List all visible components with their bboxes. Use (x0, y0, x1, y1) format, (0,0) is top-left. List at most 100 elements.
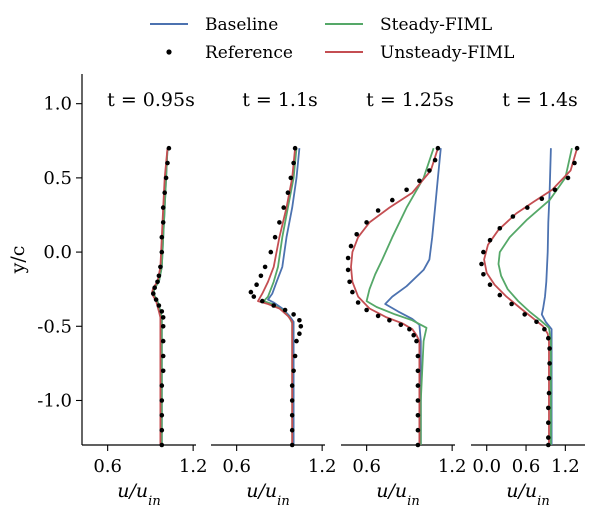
reference-point (272, 234, 278, 240)
legend-swatch-reference (166, 49, 172, 55)
series-line-steady (497, 148, 573, 445)
reference-point (289, 413, 295, 418)
reference-point (254, 282, 259, 288)
series-line-baseline (267, 148, 301, 445)
reference-point (297, 331, 302, 337)
reference-point (153, 297, 159, 302)
reference-point (375, 313, 381, 319)
reference-point (345, 255, 351, 261)
x-axis-label: u/uin (246, 480, 289, 509)
reference-point (364, 220, 369, 225)
reference-point (547, 346, 552, 351)
reference-point (417, 178, 422, 184)
x-tick-label: 1.2 (179, 456, 208, 477)
series-line-steady (365, 147, 435, 445)
reference-point (160, 205, 166, 210)
series-line-unsteady (483, 147, 578, 445)
reference-point (427, 168, 432, 173)
reference-point (497, 292, 503, 298)
reference-point (159, 442, 165, 448)
x-tick-label: 0.0 (472, 456, 501, 477)
reference-point (159, 398, 165, 403)
reference-point (159, 309, 165, 314)
reference-point (432, 157, 438, 163)
y-tick-label: -0.5 (37, 316, 72, 337)
reference-point (345, 267, 351, 273)
series-line-baseline (384, 148, 442, 445)
reference-point (565, 175, 571, 181)
reference-point (163, 175, 169, 181)
reference-point (415, 427, 421, 433)
reference-point (546, 375, 552, 381)
legend-label-unsteady: Unsteady-FIML (380, 43, 514, 63)
x-tick-label: 1.2 (438, 456, 467, 477)
legend-label-baseline: Baseline (205, 15, 278, 35)
reference-point (260, 298, 265, 304)
reference-point (398, 322, 404, 328)
x-axis-label: u/uin (506, 480, 549, 509)
reference-point (160, 315, 166, 320)
reference-point (151, 291, 156, 296)
reference-point (289, 383, 295, 388)
reference-point (546, 442, 551, 448)
reference-point (251, 294, 257, 299)
reference-point (546, 335, 551, 341)
reference-point (487, 237, 493, 243)
reference-point (415, 413, 421, 418)
reference-point (522, 312, 527, 317)
reference-point (159, 234, 165, 240)
y-tick-label: 0.0 (43, 242, 72, 263)
reference-point (411, 332, 417, 338)
reference-point (291, 160, 296, 166)
x-tick-label: 0.6 (512, 456, 541, 477)
reference-point (159, 383, 165, 388)
reference-point (552, 187, 558, 193)
x-axis-label: u/uin (117, 480, 160, 509)
reference-point (364, 307, 369, 313)
y-tick-label: -1.0 (37, 390, 72, 411)
reference-point (289, 442, 295, 448)
y-tick-label: 0.5 (43, 168, 72, 189)
panel-title: t = 1.1s (242, 89, 318, 111)
reference-point (404, 187, 409, 193)
reference-point (546, 405, 551, 411)
reference-point (390, 197, 395, 203)
reference-point (165, 160, 170, 166)
reference-point (291, 368, 296, 374)
reference-point (277, 220, 282, 225)
reference-point (355, 300, 361, 305)
reference-point (547, 361, 552, 366)
reference-point (481, 249, 486, 255)
reference-point (481, 272, 486, 277)
reference-point (542, 326, 547, 332)
x-tick-label: 0.6 (352, 456, 381, 477)
reference-point (159, 413, 165, 418)
reference-point (525, 205, 530, 210)
reference-point (288, 175, 294, 181)
reference-point (415, 353, 421, 359)
reference-point (407, 326, 412, 332)
reference-point (375, 208, 381, 213)
reference-point (159, 427, 165, 433)
legend-label-steady: Steady-FIML (380, 15, 492, 35)
reference-point (292, 145, 298, 151)
reference-point (291, 312, 296, 317)
reference-point (534, 319, 539, 325)
panel-title: t = 0.95s (107, 89, 195, 111)
reference-point (546, 390, 552, 396)
reference-point (281, 205, 287, 210)
reference-point (297, 318, 302, 323)
reference-point (497, 226, 503, 231)
reference-point (294, 338, 299, 344)
x-tick-label: 0.6 (222, 456, 251, 477)
x-tick-label: 1.2 (551, 456, 580, 477)
reference-point (415, 383, 421, 388)
reference-point (415, 442, 421, 448)
reference-point (572, 160, 577, 166)
reference-point (282, 307, 288, 313)
reference-point (156, 303, 162, 308)
panel-title: t = 1.4s (502, 89, 578, 111)
reference-point (539, 196, 545, 201)
reference-point (574, 145, 580, 151)
